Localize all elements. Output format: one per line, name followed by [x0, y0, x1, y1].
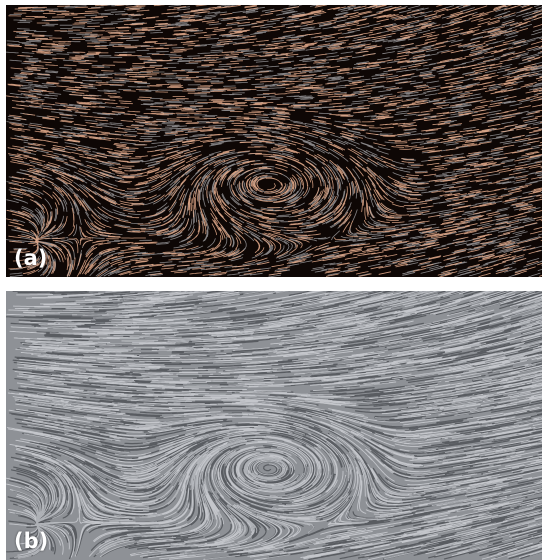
panel-b-light-streamline-paths [6, 291, 542, 560]
panel-a-streamline-image: (a) [6, 5, 542, 277]
panel-b-label: (b) [14, 529, 49, 553]
panel-a-warm-streamlines [6, 5, 542, 277]
panel-b-flow-field [6, 291, 542, 560]
panel-b-lic-image: (b) [6, 291, 542, 560]
panel-a-warm-streamline-paths [6, 5, 542, 277]
panel-a-label: (a) [14, 246, 48, 270]
panel-b-light-streamlines [6, 291, 542, 560]
panel-a-flow-field [6, 5, 542, 277]
